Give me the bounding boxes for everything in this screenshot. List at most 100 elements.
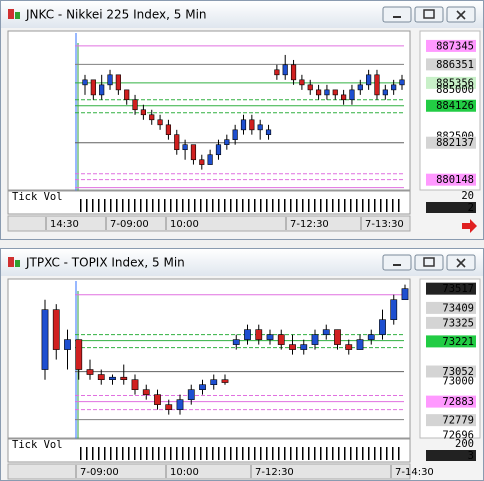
time-label: 7-09:00 xyxy=(110,219,149,230)
candle-body xyxy=(382,89,388,96)
candle-body xyxy=(131,379,139,390)
candle-body xyxy=(374,74,380,96)
restore-glyph xyxy=(423,9,435,19)
window-icon xyxy=(15,12,20,19)
price-label-box xyxy=(426,99,476,112)
candle-body xyxy=(97,374,105,381)
volume-bars xyxy=(78,447,404,460)
window-title: JTPXC - TOPIX Index, 5 Min xyxy=(25,256,185,270)
candle-body xyxy=(290,64,297,81)
candle-body xyxy=(324,89,330,96)
volume-value-box xyxy=(426,202,476,213)
candle-body xyxy=(349,89,355,101)
close-glyph xyxy=(456,10,466,20)
candle-body xyxy=(182,144,188,151)
restore-glyph xyxy=(423,257,435,267)
volume-label: Tick Vol xyxy=(12,439,63,451)
candle-body xyxy=(240,119,247,131)
candle-body xyxy=(390,299,398,320)
restore-button[interactable] xyxy=(414,6,444,23)
candle-body xyxy=(257,124,263,131)
candle-body xyxy=(399,79,405,86)
chart-window: JNKC - Nikkei 225 Index, 5 Min Tick Vol 20… xyxy=(0,0,484,240)
candle-body xyxy=(274,69,280,76)
candle-body xyxy=(109,376,116,381)
candle-body xyxy=(401,288,409,301)
price-label-box xyxy=(426,414,476,427)
price-label: 880148 xyxy=(436,174,474,186)
candle-body xyxy=(207,154,213,165)
price-label-box xyxy=(426,39,476,52)
time-label: 14:30 xyxy=(50,219,79,230)
price-label: 73517 xyxy=(442,283,474,295)
candle-body xyxy=(334,329,341,345)
candle-body xyxy=(221,379,229,383)
volume-value-box xyxy=(426,450,476,461)
price-label: 72696 xyxy=(442,429,474,441)
minimize-glyph xyxy=(393,16,401,18)
candle-body xyxy=(190,144,197,161)
candle-body xyxy=(86,369,94,375)
candle-body xyxy=(90,79,96,96)
time-label: 7-12:30 xyxy=(255,467,294,478)
candle-body xyxy=(64,339,71,350)
candle-body xyxy=(154,394,161,405)
minimize-button[interactable] xyxy=(382,6,412,23)
price-label-box xyxy=(426,365,476,378)
price-label-box xyxy=(426,335,476,348)
candle-body xyxy=(165,124,172,135)
candle-body xyxy=(315,89,322,96)
price-label: 72779 xyxy=(442,415,474,427)
time-axis xyxy=(7,215,411,232)
minimize-button[interactable] xyxy=(382,254,412,271)
candle-body xyxy=(142,389,150,395)
price-label: 886351 xyxy=(436,59,474,71)
price-label: 73052 xyxy=(442,366,474,378)
restore-button[interactable] xyxy=(414,254,444,271)
candle-body xyxy=(311,334,319,345)
window-title: JNKC - Nikkei 225 Index, 5 Min xyxy=(25,8,207,22)
price-label: 73409 xyxy=(442,302,474,314)
window-icon xyxy=(8,9,14,19)
price-label-box xyxy=(426,395,476,408)
price-label: 887345 xyxy=(436,40,474,52)
price-label-box xyxy=(426,301,476,314)
candle-body xyxy=(187,389,195,400)
candle-body xyxy=(124,89,130,101)
time-label: 7-13:30 xyxy=(365,219,404,230)
price-label: 73000 xyxy=(442,375,474,387)
candle-body xyxy=(332,89,338,96)
time-label: 10:00 xyxy=(170,219,199,230)
window-icon xyxy=(15,260,20,267)
candle-body xyxy=(232,339,240,345)
candle-body xyxy=(299,79,305,86)
candle-body xyxy=(132,99,138,111)
time-axis xyxy=(7,463,411,480)
candle-body xyxy=(379,319,386,335)
close-glyph xyxy=(456,258,466,268)
candle-body xyxy=(149,114,155,121)
price-label: 885356 xyxy=(436,77,474,89)
price-label: 882137 xyxy=(436,137,474,149)
time-label: 7-14:30 xyxy=(395,467,434,478)
candle-body xyxy=(265,129,272,135)
time-label: 7-09:00 xyxy=(80,467,119,478)
candle-body xyxy=(52,309,60,350)
candle-body xyxy=(176,399,184,410)
price-label-box xyxy=(426,136,476,149)
scroll-arrow[interactable] xyxy=(462,219,477,233)
candle-body xyxy=(210,379,218,385)
candle-body xyxy=(107,74,113,86)
candle-body xyxy=(282,64,288,76)
candle-body xyxy=(255,329,263,340)
candle-body xyxy=(367,334,375,340)
price-label: 73325 xyxy=(442,317,474,329)
candle-body xyxy=(391,84,397,91)
candle-body xyxy=(157,119,163,126)
price-label: 73221 xyxy=(442,336,474,348)
plot-area xyxy=(7,278,411,439)
time-label: 10:00 xyxy=(170,467,199,478)
